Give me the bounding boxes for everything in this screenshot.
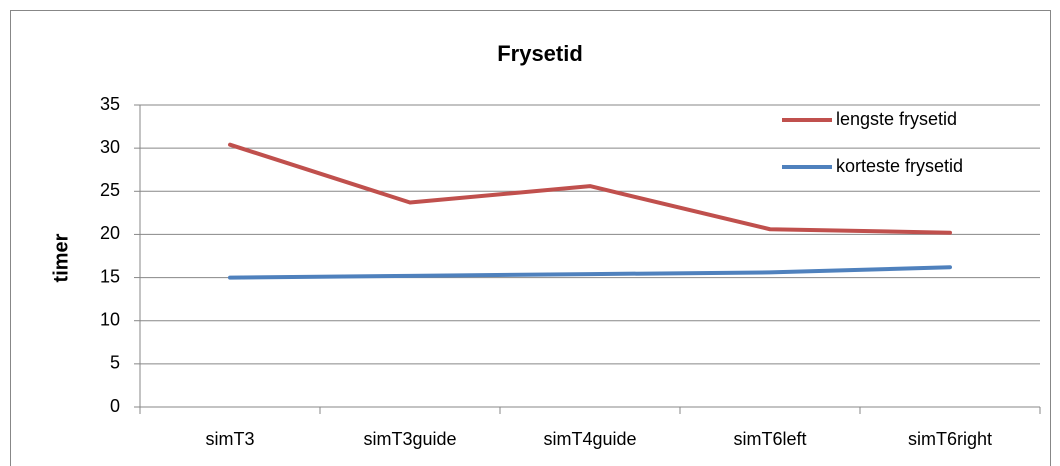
y-tick-label: 5	[110, 353, 120, 373]
legend-label: korteste frysetid	[836, 156, 963, 176]
y-tick-label: 35	[100, 94, 120, 114]
y-tick-label: 20	[100, 223, 120, 243]
y-tick-label: 0	[110, 396, 120, 416]
data-line	[228, 142, 952, 235]
y-axis-label: timer	[50, 233, 72, 282]
x-tick-label: simT3	[206, 429, 255, 449]
x-tick-label: simT6left	[733, 429, 806, 449]
chart-title: Frysetid	[497, 41, 583, 66]
data-line	[228, 265, 952, 280]
y-tick-label: 30	[100, 137, 120, 157]
legend-label: lengste frysetid	[836, 109, 957, 129]
y-tick-label: 15	[100, 266, 120, 286]
y-tick-label: 10	[100, 309, 120, 329]
x-tick-label: simT6right	[908, 429, 992, 449]
chart-border	[10, 10, 1051, 466]
x-tick-label: simT4guide	[543, 429, 636, 449]
x-tick-label: simT3guide	[363, 429, 456, 449]
y-tick-label: 25	[100, 180, 120, 200]
